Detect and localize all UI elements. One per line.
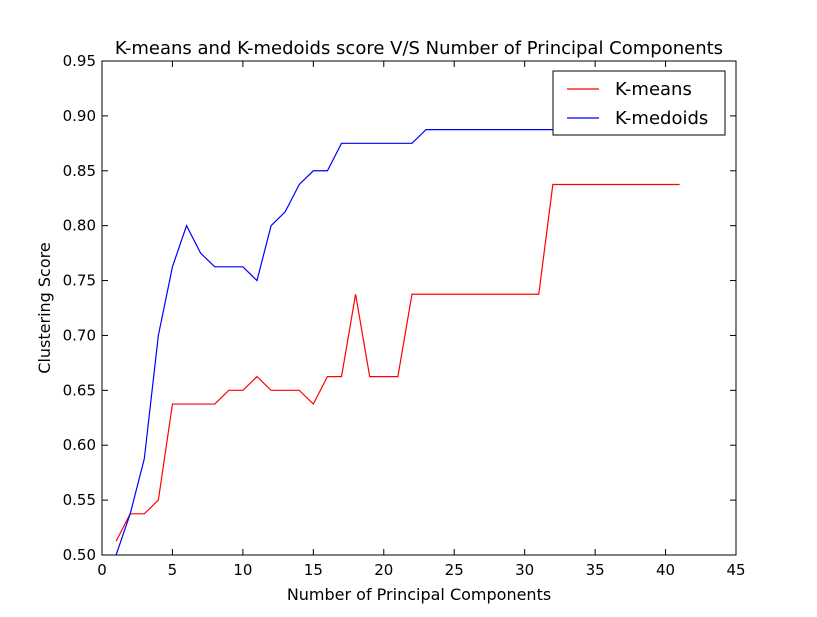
x-axis-label: Number of Principal Components (287, 585, 551, 604)
y-tick-label: 0.55 (63, 491, 96, 509)
y-tick-label: 0.70 (63, 326, 96, 344)
axis-ticks: 0 5 10 15 20 25 30 35 40 45 0.50 0.55 0.60 0.65 0.70 0.… (63, 52, 746, 579)
y-tick-label: 0.50 (63, 546, 96, 564)
y-axis-label: Clustering Score (35, 242, 54, 373)
y-tick-label: 0.95 (63, 52, 96, 70)
x-tick-label: 0 (97, 561, 107, 579)
y-tick-label: 0.85 (63, 162, 96, 180)
y-tick-label: 0.75 (63, 272, 96, 290)
y-tick-label: 0.90 (63, 107, 96, 125)
plot-frame (101, 60, 737, 556)
y-tick-label: 0.80 (63, 217, 96, 235)
legend-box (552, 70, 726, 136)
x-tick-label: 5 (168, 561, 178, 579)
series-line-k-means (115, 183, 680, 542)
x-tick-label: 25 (445, 561, 464, 579)
chart-title: K-means and K-medoids score V/S Number o… (115, 38, 723, 59)
legend-label-k-means: K-means (615, 79, 692, 100)
legend: K-means K-medoids (552, 70, 726, 136)
x-tick-label: 45 (726, 561, 745, 579)
y-tick-label: 0.60 (63, 436, 96, 454)
x-tick-label: 35 (586, 561, 605, 579)
legend-label-k-medoids: K-medoids (615, 108, 708, 129)
x-tick-label: 15 (304, 561, 323, 579)
x-tick-label: 30 (515, 561, 534, 579)
x-tick-label: 40 (656, 561, 675, 579)
x-tick-label: 20 (374, 561, 393, 579)
x-tick-label: 10 (233, 561, 252, 579)
y-tick-label: 0.65 (63, 381, 96, 399)
plot-area (102, 61, 736, 555)
